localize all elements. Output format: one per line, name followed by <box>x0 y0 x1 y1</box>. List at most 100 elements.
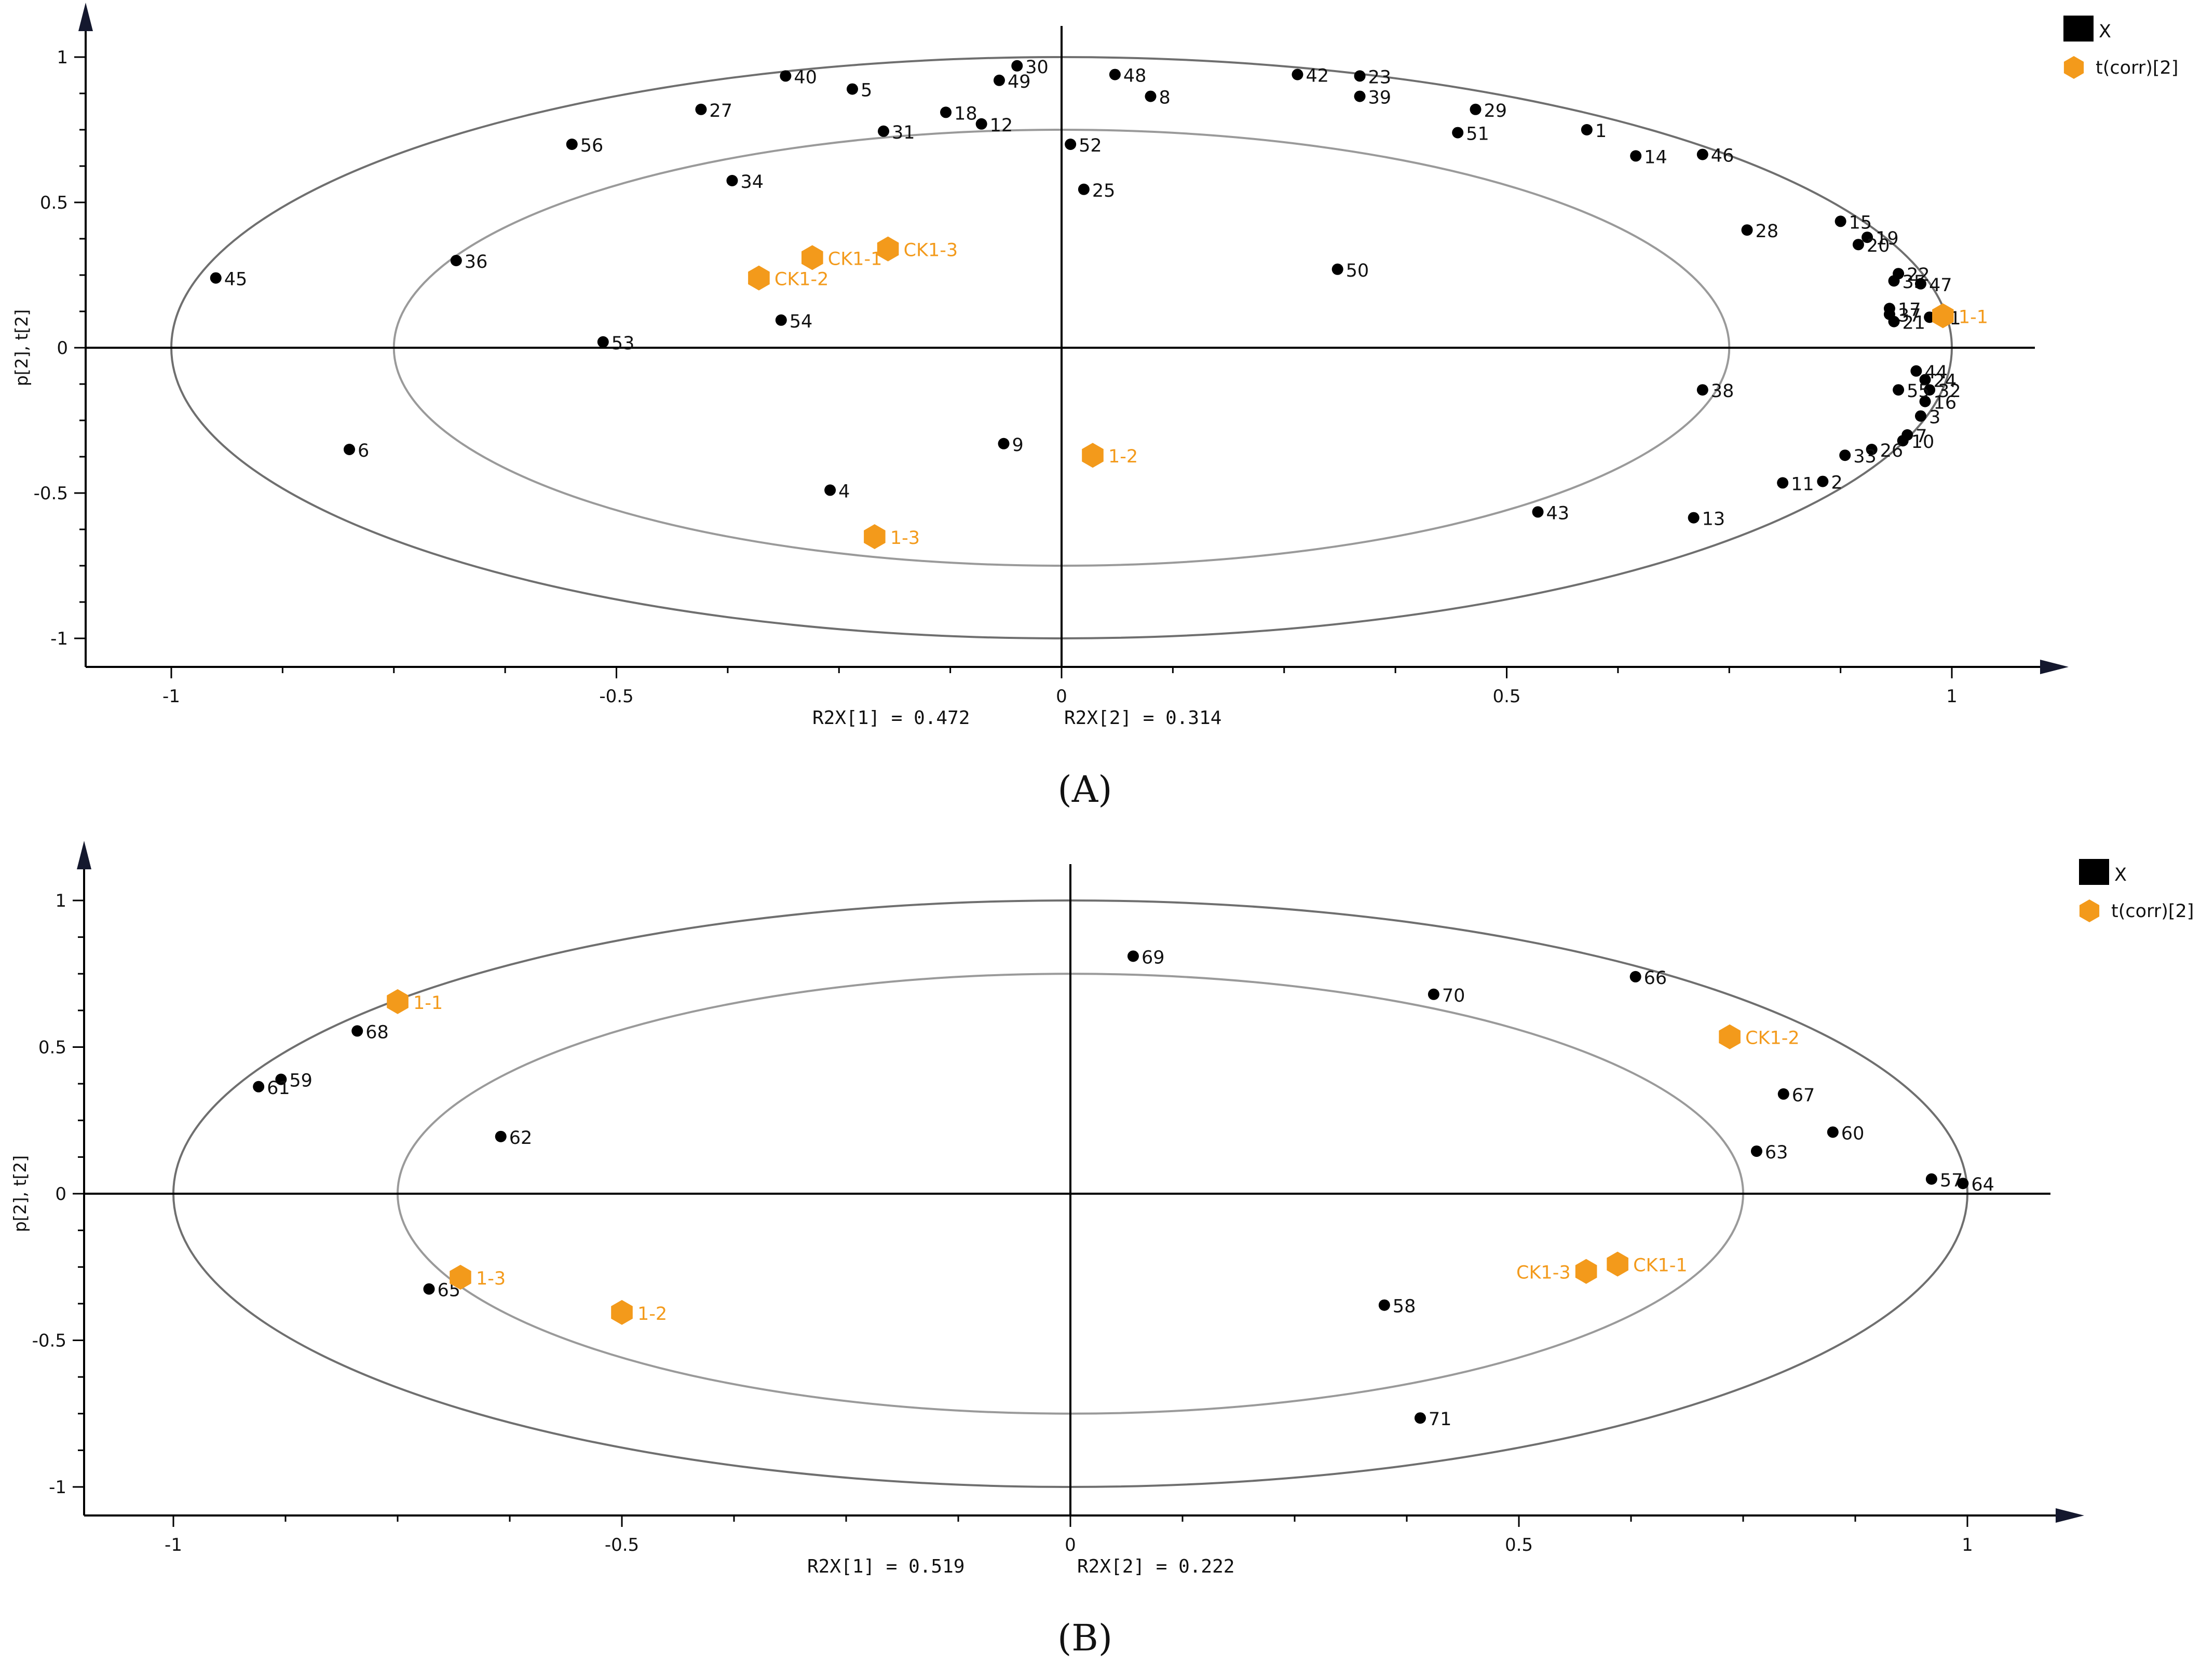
variable-point <box>1883 308 1895 320</box>
variable-point <box>1839 449 1851 461</box>
y-tick-label: -0.5 <box>32 1331 66 1351</box>
variable-label: 16 <box>1934 393 1957 414</box>
variable-point <box>495 1130 507 1142</box>
variable-label: 45 <box>224 269 248 290</box>
variable-point <box>775 314 787 326</box>
sample-label: CK1-3 <box>1516 1263 1571 1283</box>
variable-point <box>993 74 1005 86</box>
variable-point <box>1957 1178 1969 1190</box>
variable-point <box>998 438 1010 449</box>
variable-label: 48 <box>1123 66 1147 87</box>
variable-label: 71 <box>1429 1409 1452 1430</box>
y-tick-label: -1 <box>49 1477 66 1498</box>
y-tick-label: 0.5 <box>38 1037 66 1058</box>
variable-label: 34 <box>740 172 764 193</box>
sample-point <box>387 989 409 1014</box>
variable-label: 2 <box>1831 473 1842 494</box>
variable-label: 51 <box>1466 124 1489 145</box>
sample-point <box>748 265 770 291</box>
variable-label: 40 <box>794 67 817 88</box>
variable-point <box>1897 435 1909 447</box>
variable-label: 6 <box>358 441 369 461</box>
variable-point <box>1292 69 1303 80</box>
variable-point <box>1925 1173 1937 1185</box>
variable-label: 43 <box>1546 503 1570 524</box>
variable-label: 49 <box>1008 72 1031 92</box>
variable-point <box>1428 988 1439 1000</box>
variable-point <box>1777 1088 1789 1100</box>
variable-label: 29 <box>1484 101 1507 121</box>
variable-point <box>1127 950 1139 962</box>
sample-label: 1-3 <box>476 1268 506 1289</box>
sample-label: CK1-1 <box>828 249 882 269</box>
variable-label: 32 <box>1938 381 1961 402</box>
sample-label: CK1-2 <box>775 269 829 290</box>
variable-point <box>1777 477 1789 489</box>
variable-point <box>1078 183 1090 195</box>
variable-point <box>1354 70 1366 82</box>
variable-label: 63 <box>1765 1142 1788 1163</box>
variable-label: 8 <box>1159 88 1171 108</box>
variable-point <box>1630 150 1642 162</box>
y-axis-arrow-icon <box>78 3 93 31</box>
variable-point <box>1888 275 1900 287</box>
variable-point <box>1532 506 1544 518</box>
variable-label: 50 <box>1346 261 1369 281</box>
variable-label: 69 <box>1142 947 1165 968</box>
variable-label: 42 <box>1306 66 1329 87</box>
variable-point <box>253 1081 265 1092</box>
sample-label: 1-1 <box>413 993 443 1014</box>
variable-label: 4 <box>838 481 850 502</box>
variable-point <box>1817 475 1829 487</box>
variable-point <box>210 272 222 284</box>
variable-point <box>1378 1299 1390 1311</box>
variable-label: 59 <box>289 1071 313 1091</box>
sample-label: CK1-1 <box>1633 1255 1688 1276</box>
variable-point <box>1354 90 1366 102</box>
variable-point <box>1924 384 1936 396</box>
variable-label: 33 <box>1853 446 1877 467</box>
variable-point <box>1827 1126 1839 1138</box>
variable-label: 70 <box>1442 986 1465 1006</box>
variable-label: 55 <box>1907 381 1930 402</box>
variable-point <box>1835 215 1846 227</box>
variable-point <box>1696 384 1708 396</box>
variable-label: 66 <box>1644 968 1667 989</box>
x-tick-label: 0.5 <box>1492 686 1520 707</box>
sample-point <box>1607 1251 1628 1277</box>
variable-label: 12 <box>990 115 1013 136</box>
variable-point <box>1414 1412 1426 1424</box>
variable-label: 61 <box>267 1078 290 1099</box>
variable-label: 10 <box>1911 432 1935 453</box>
variable-label: 38 <box>1711 381 1734 402</box>
variable-point <box>1862 231 1873 243</box>
variable-label: 3 <box>1929 407 1940 428</box>
variable-label: 23 <box>1368 67 1392 88</box>
x-tick-label: 0 <box>1056 686 1067 707</box>
y-tick-label: -0.5 <box>34 483 68 504</box>
variable-label: 9 <box>1012 435 1024 456</box>
variable-point <box>1750 1145 1762 1157</box>
sample-point <box>1082 443 1104 468</box>
x-tick-label: -0.5 <box>599 686 633 707</box>
variable-point <box>597 336 609 348</box>
variable-point <box>1866 444 1878 455</box>
variable-point <box>1452 127 1464 139</box>
variable-label: 54 <box>790 311 813 332</box>
r2x-component-1: R2X[1] = 0.519 <box>807 1556 964 1577</box>
x-tick-label: 0 <box>1065 1535 1076 1555</box>
panel-a-loadings-plot: -1 -0.5 0 0.5 110.50-0.5-1p[2], t[2]R2X[1] =… <box>11 3 2178 811</box>
variable-label: 27 <box>709 101 732 121</box>
variable-point <box>1145 90 1157 102</box>
variable-label: 28 <box>1756 221 1779 242</box>
legend-sample-icon <box>2063 56 2084 79</box>
variable-point <box>1893 384 1905 396</box>
variable-point <box>1470 103 1482 115</box>
sample-point <box>1932 303 1954 329</box>
variable-label: 5 <box>861 80 872 101</box>
legend-variable-icon <box>2079 859 2109 885</box>
variable-point <box>344 444 355 455</box>
variable-point <box>1914 278 1926 290</box>
variable-point <box>1919 395 1931 407</box>
variable-label: 30 <box>1025 57 1049 78</box>
